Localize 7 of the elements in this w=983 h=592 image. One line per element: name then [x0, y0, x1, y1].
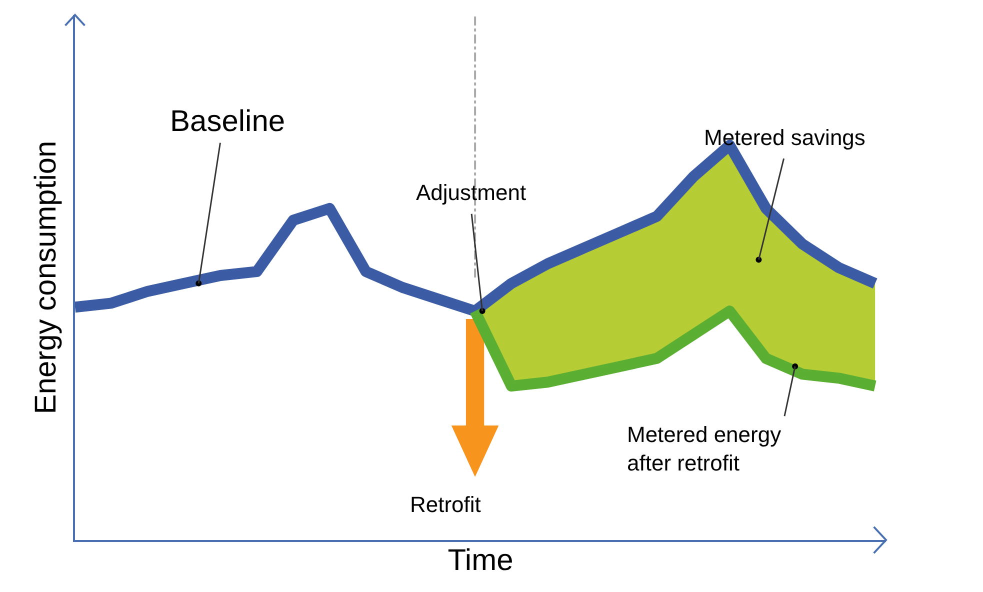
x-axis-title: Time — [448, 544, 514, 577]
annotation: Metered savings — [704, 125, 866, 150]
text: Baseline — [170, 105, 286, 138]
annotation: Adjustment — [416, 180, 526, 205]
annotation: Retrofit — [410, 492, 481, 517]
y-axis-title: Energy consumption — [30, 140, 62, 414]
annotation: Metered energy after retrofit — [627, 422, 782, 476]
